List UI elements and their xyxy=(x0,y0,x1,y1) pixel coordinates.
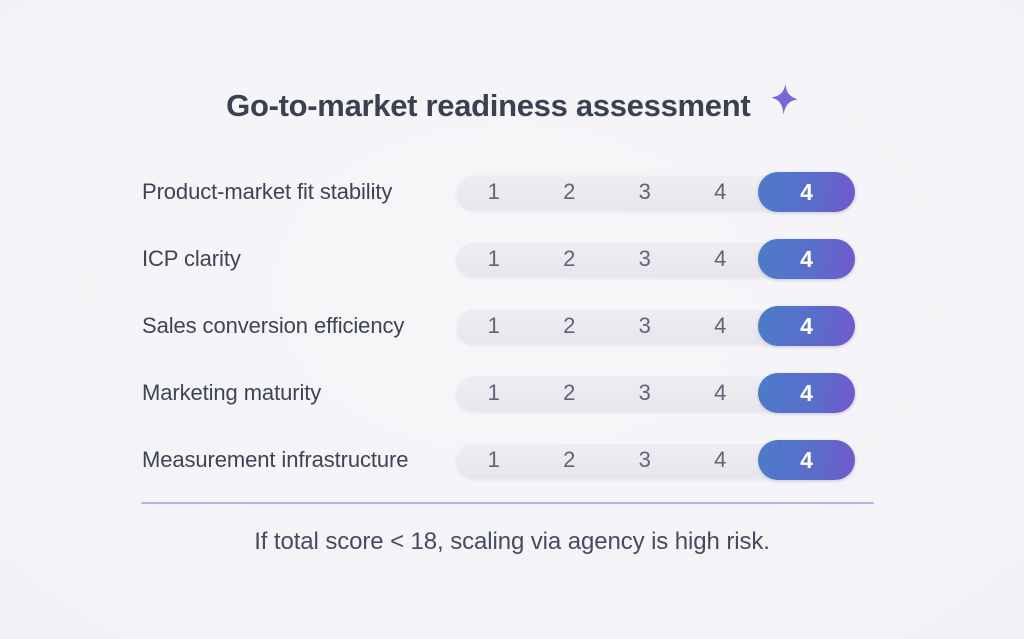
rating-scale: 1 2 3 4 4 xyxy=(456,172,855,212)
page-title: Go-to-market readiness assessment xyxy=(226,88,751,123)
assessment-rows: Product-market fit stability 1 2 3 4 4 I… xyxy=(142,172,855,509)
risk-note: If total score < 18, scaling via agency … xyxy=(254,528,770,555)
selected-rating-pill[interactable]: 4 xyxy=(758,373,855,413)
assessment-row-product-market-fit: Product-market fit stability 1 2 3 4 4 xyxy=(142,172,855,212)
rating-option-1[interactable]: 1 xyxy=(456,308,532,344)
rating-option-2[interactable]: 2 xyxy=(532,375,608,411)
rating-option-3[interactable]: 3 xyxy=(607,442,683,478)
rating-scale: 1 2 3 4 4 xyxy=(456,306,855,346)
rating-option-3[interactable]: 3 xyxy=(607,308,683,344)
rating-option-4[interactable]: 4 xyxy=(683,308,759,344)
rating-option-1[interactable]: 1 xyxy=(456,241,532,277)
assessment-row-marketing-maturity: Marketing maturity 1 2 3 4 4 xyxy=(142,373,855,413)
header: Go-to-market readiness assessment xyxy=(0,83,1024,124)
row-label: Sales conversion efficiency xyxy=(142,313,405,338)
rating-option-1[interactable]: 1 xyxy=(456,375,532,411)
sparkle-icon xyxy=(771,83,798,115)
selected-rating-pill[interactable]: 4 xyxy=(758,306,855,346)
assessment-row-measurement-infrastructure: Measurement infrastructure 1 2 3 4 4 xyxy=(142,440,855,480)
divider xyxy=(141,502,874,504)
rating-option-3[interactable]: 3 xyxy=(607,241,683,277)
rating-option-4[interactable]: 4 xyxy=(683,174,759,210)
row-label: Product-market fit stability xyxy=(142,179,393,204)
rating-option-3[interactable]: 3 xyxy=(607,375,683,411)
rating-scale: 1 2 3 4 4 xyxy=(456,440,855,480)
rating-option-1[interactable]: 1 xyxy=(456,174,532,210)
rating-option-2[interactable]: 2 xyxy=(532,241,608,277)
selected-rating-pill[interactable]: 4 xyxy=(758,172,855,212)
row-label: Measurement infrastructure xyxy=(142,447,409,472)
assessment-row-icp-clarity: ICP clarity 1 2 3 4 4 xyxy=(142,239,855,279)
selected-rating-pill[interactable]: 4 xyxy=(758,440,855,480)
rating-option-2[interactable]: 2 xyxy=(532,174,608,210)
rating-scale: 1 2 3 4 4 xyxy=(456,373,855,413)
rating-option-2[interactable]: 2 xyxy=(532,442,608,478)
rating-option-1[interactable]: 1 xyxy=(456,442,532,478)
rating-scale: 1 2 3 4 4 xyxy=(456,239,855,279)
selected-rating-pill[interactable]: 4 xyxy=(758,239,855,279)
assessment-row-sales-conversion: Sales conversion efficiency 1 2 3 4 4 xyxy=(142,306,855,346)
rating-option-4[interactable]: 4 xyxy=(683,241,759,277)
rating-option-4[interactable]: 4 xyxy=(683,442,759,478)
row-label: ICP clarity xyxy=(142,246,241,271)
rating-option-2[interactable]: 2 xyxy=(532,308,608,344)
rating-option-3[interactable]: 3 xyxy=(607,174,683,210)
rating-option-4[interactable]: 4 xyxy=(683,375,759,411)
row-label: Marketing maturity xyxy=(142,380,322,405)
